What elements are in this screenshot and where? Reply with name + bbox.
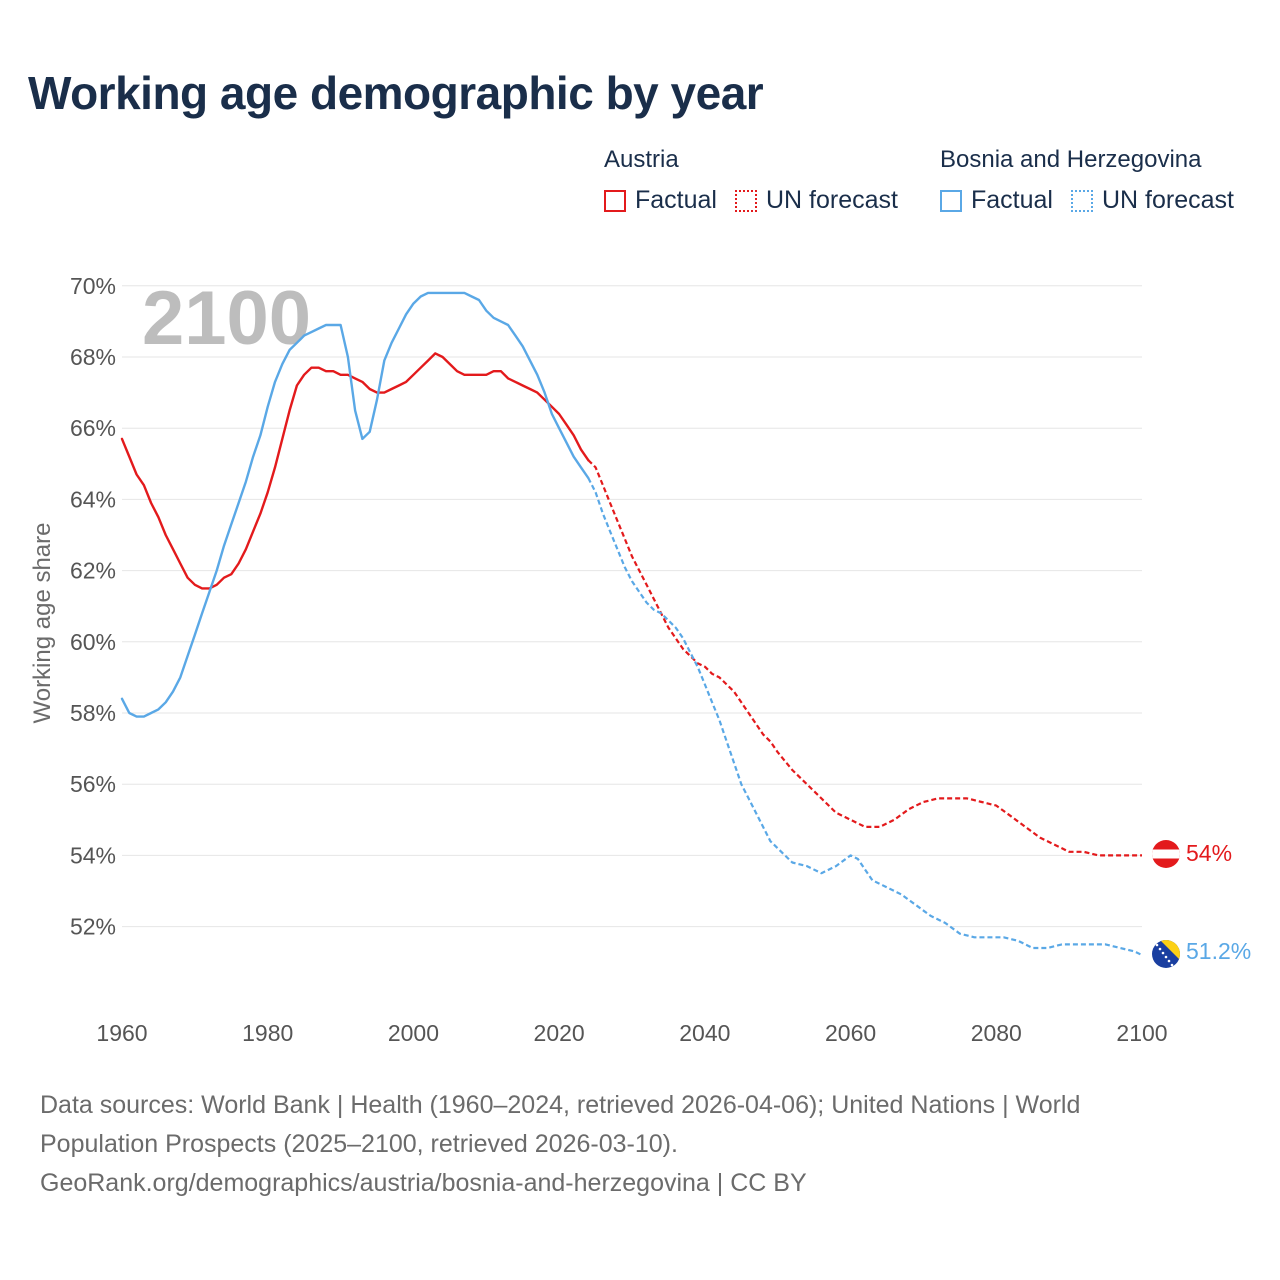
legend-bosnia-factual[interactable]: Factual (940, 186, 1053, 215)
austria-forecast-line[interactable] (587, 459, 1142, 857)
y-tick-label: 62% (70, 558, 116, 584)
legend-austria: Austria Factual UN forecast (604, 146, 916, 215)
footer-line-3: GeoRank.org/demographics/austria/bosnia-… (40, 1169, 807, 1197)
y-tick-label: 54% (70, 842, 116, 868)
bosnia-factual-line[interactable] (120, 291, 590, 718)
chart-title: Working age demographic by year (28, 67, 764, 119)
y-tick-label: 66% (70, 415, 116, 441)
y-tick-label: 68% (70, 344, 116, 370)
footer-sources: Data sources: World Bank | Health (1960–… (40, 1086, 1220, 1203)
legend-swatch-bosnia-factual (940, 189, 962, 212)
x-tick-label: 2000 (388, 1020, 439, 1046)
y-tick-label: 52% (70, 914, 116, 940)
austria-factual-line[interactable] (120, 352, 590, 590)
x-tick-label: 2020 (534, 1020, 585, 1046)
y-tick-label: 70% (70, 273, 116, 299)
legend-austria-title: Austria (604, 146, 679, 173)
legend-swatch-austria-factual (604, 189, 626, 212)
legend-bosnia-title: Bosnia and Herzegovina (940, 146, 1202, 173)
y-tick-label: 60% (70, 629, 116, 655)
year-watermark: 2100 (142, 276, 311, 361)
bosnia-flag-icon (1152, 940, 1180, 968)
legend-bosnia-forecast[interactable]: UN forecast (1070, 186, 1234, 215)
legend-austria-factual-label: Factual (635, 186, 717, 214)
legend-swatch-austria-forecast (734, 189, 757, 212)
x-tick-label: 1960 (96, 1020, 147, 1046)
legend-austria-factual[interactable]: Factual (604, 186, 717, 215)
line-chart: 52% 54% 56% 58% 60% 62% 64% 66% 68% 70% 1960 1980 20… (29, 273, 1251, 1046)
austria-flag-icon (1152, 840, 1180, 868)
legend-swatch-bosnia-forecast (1070, 189, 1093, 212)
bosnia-end-label: 51.2% (1186, 938, 1251, 964)
x-tick-label: 2100 (1116, 1020, 1167, 1046)
footer-line-2: Population Prospects (2025–2100, retriev… (40, 1130, 678, 1158)
legend-austria-forecast[interactable]: UN forecast (734, 186, 898, 215)
y-tick-label: 56% (70, 771, 116, 797)
legend-austria-forecast-label: UN forecast (765, 186, 898, 214)
x-tick-label: 2060 (825, 1020, 876, 1046)
x-tick-label: 1980 (242, 1020, 293, 1046)
x-tick-label: 2040 (679, 1020, 730, 1046)
legend-bosnia-forecast-label: UN forecast (1101, 186, 1234, 214)
y-tick-label: 58% (70, 700, 116, 726)
legend-bosnia-factual-label: Factual (971, 186, 1053, 214)
austria-end-label: 54% (1186, 840, 1232, 866)
footer-line-1: Data sources: World Bank | Health (1960–… (40, 1091, 1081, 1119)
legend-bosnia: Bosnia and Herzegovina Factual UN foreca… (940, 146, 1252, 215)
y-tick-label: 64% (70, 486, 116, 512)
bosnia-forecast-line[interactable] (587, 477, 1143, 957)
y-axis-label: Working age share (29, 523, 56, 724)
x-tick-label: 2080 (971, 1020, 1022, 1046)
